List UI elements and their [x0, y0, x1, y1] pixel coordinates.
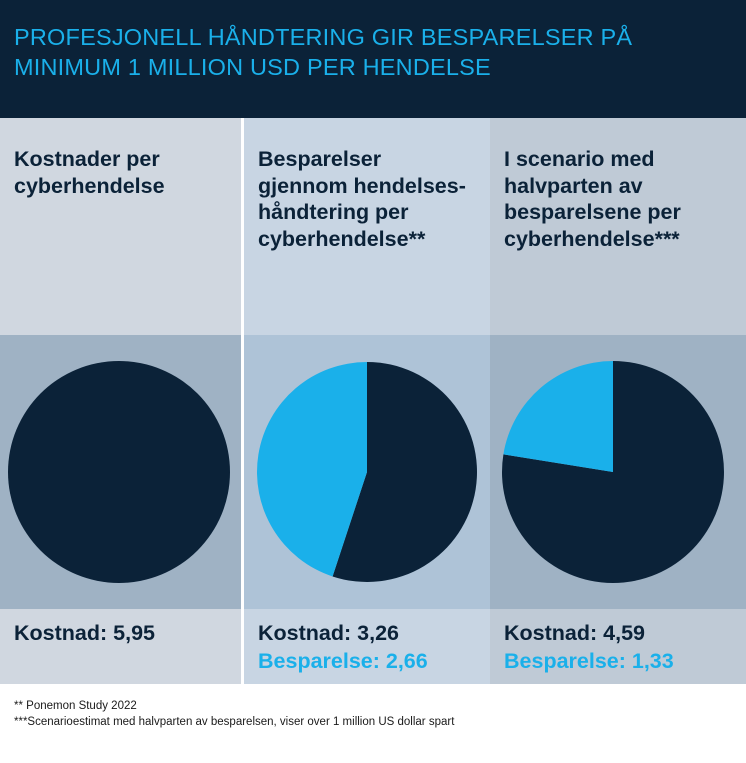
pie-slice-besparelse — [256, 362, 367, 577]
chart-column-2: Besparelser gjennom hendelses- håndterin… — [244, 118, 490, 684]
column-heading-panel — [244, 118, 490, 335]
footnote-source: ** Ponemon Study 2022 — [14, 700, 137, 712]
chart-column-1: Kostnader per cyberhendelse Kostnad: 5,9… — [0, 118, 241, 684]
saving-label: Besparelse: 1,33 — [504, 649, 674, 673]
saving-label: Besparelse: 2,66 — [258, 649, 428, 673]
chart-title: Besparelser gjennom hendelses- håndterin… — [258, 147, 466, 251]
pie-slice-kostnad — [8, 361, 230, 583]
pie-slice-besparelse — [503, 361, 613, 472]
chart-title: Kostnader per cyberhendelse — [14, 147, 165, 198]
column-values-panel — [0, 609, 241, 684]
page-title: PROFESJONELL HÅNDTERING GIR BESPARELSER … — [14, 24, 633, 80]
cost-label: Kostnad: 3,26 — [258, 621, 399, 645]
pie-chart — [256, 362, 477, 582]
chart-column-3: I scenario med halvparten av besparelsen… — [490, 118, 746, 684]
column-heading-panel — [490, 118, 746, 335]
cost-label: Kostnad: 5,95 — [14, 621, 155, 645]
column-values-panel — [244, 609, 490, 684]
footnotes: ** Ponemon Study 2022 ***Scenarioestimat… — [14, 698, 734, 730]
header-banner: PROFESJONELL HÅNDTERING GIR BESPARELSER … — [0, 0, 746, 118]
column-heading-panel — [0, 118, 241, 335]
pie-chart — [8, 361, 230, 583]
cost-label: Kostnad: 4,59 — [504, 621, 645, 645]
footnote-scenario: ***Scenarioestimat med halvparten av bes… — [14, 716, 455, 728]
chart-title: I scenario med halvparten av besparelsen… — [504, 147, 681, 251]
pie-slice-kostnad — [332, 362, 477, 582]
pie-slice-kostnad — [501, 361, 724, 583]
column-values-panel — [490, 609, 746, 684]
pie-chart — [501, 361, 724, 583]
